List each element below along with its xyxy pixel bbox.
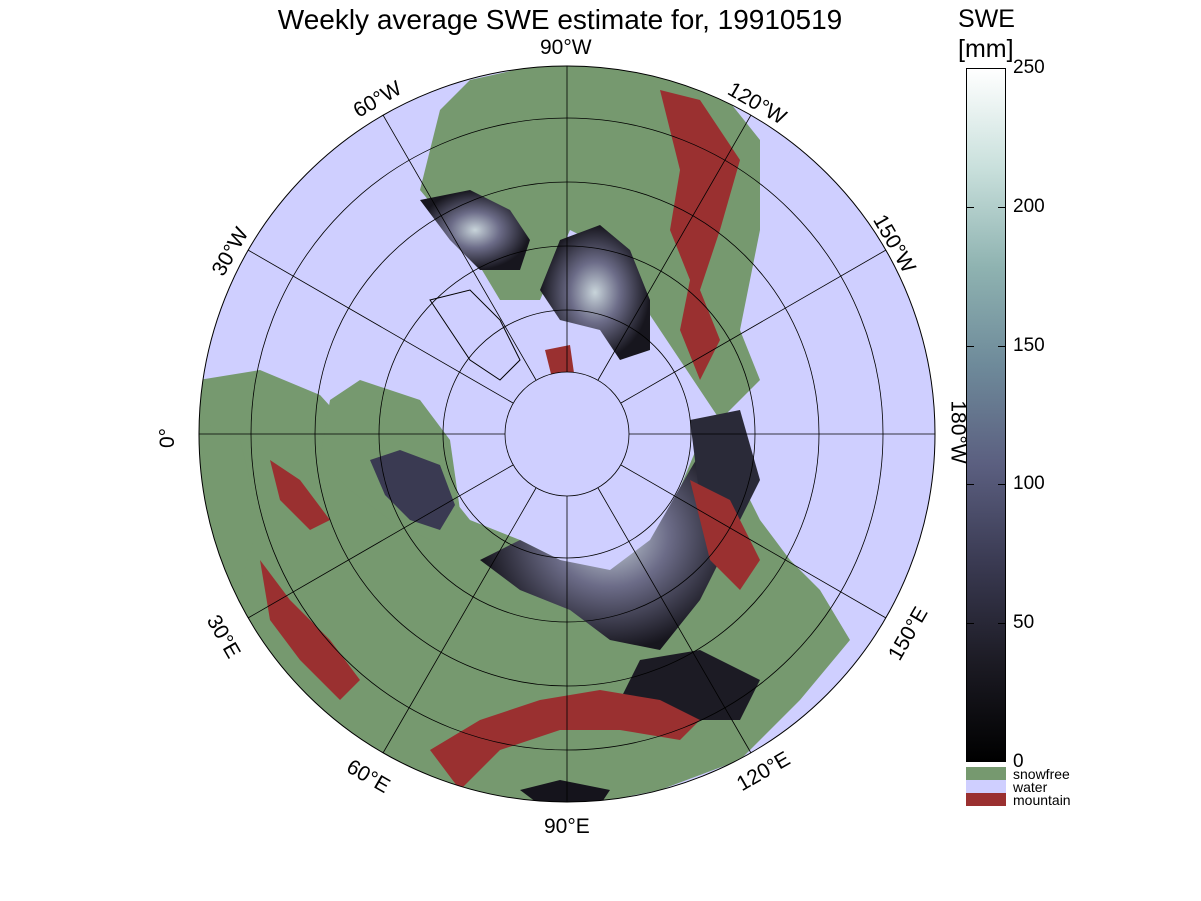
- colorbar-tick-mark: [998, 345, 1006, 347]
- lon-label-0: 0°: [156, 427, 180, 449]
- colorbar-title-line1: SWE: [958, 5, 1015, 33]
- colorbar-tick-mark: [966, 345, 974, 347]
- legend-swatch-water: [966, 780, 1006, 793]
- colorbar-tick-mark: [966, 623, 974, 625]
- colorbar-tick-label: 50: [1013, 612, 1035, 634]
- alaska-snow: [420, 190, 530, 270]
- colorbar-title-line2: [mm]: [958, 35, 1014, 63]
- colorbar-tick-label: 0: [1013, 751, 1024, 772]
- colorbar-tick-label: 200: [1013, 195, 1045, 217]
- arctic-ocean: [505, 372, 629, 496]
- legend-label-snowfree: snowfree: [1013, 766, 1070, 782]
- asia-mountain: [430, 690, 700, 790]
- europe-mountain: [260, 560, 360, 700]
- scandinavia-mountain: [270, 460, 330, 530]
- legend-label-water: water: [1013, 779, 1048, 795]
- colorbar-title: SWE [mm]: [958, 4, 1015, 64]
- rockies-mountain: [660, 90, 740, 380]
- legend-swatch-snowfree: [966, 767, 1006, 780]
- legend-label-mountain: mountain: [1013, 792, 1071, 808]
- lon-label-90w: 90°W: [540, 36, 592, 59]
- siberia-mountain: [690, 480, 760, 590]
- colorbar-tick-mark: [998, 206, 1006, 208]
- central-asia-snow: [520, 780, 610, 802]
- canada-snow: [540, 225, 650, 360]
- map-title: Weekly average SWE estimate for, 1991051…: [277, 4, 843, 35]
- greenland-snow: [370, 450, 455, 530]
- colorbar-tick-label: 250: [1013, 57, 1045, 78]
- colorbar-tick-mark: [998, 623, 1006, 625]
- lon-label-90e: 90°E: [544, 815, 590, 838]
- colorbar-tick-mark: [966, 484, 974, 486]
- colorbar-tick-mark: [966, 206, 974, 208]
- legend-swatch-mountain: [966, 793, 1006, 806]
- map-border: [198, 65, 936, 803]
- colorbar-tick-label: 150: [1013, 334, 1045, 356]
- colorbar-tick-mark: [998, 484, 1006, 486]
- colorbar-tick-label: 100: [1013, 473, 1045, 495]
- meridians: [199, 66, 935, 802]
- siberia-snow: [480, 420, 740, 650]
- colorbar: [966, 68, 1006, 762]
- canadian-archipelago: [429, 289, 521, 381]
